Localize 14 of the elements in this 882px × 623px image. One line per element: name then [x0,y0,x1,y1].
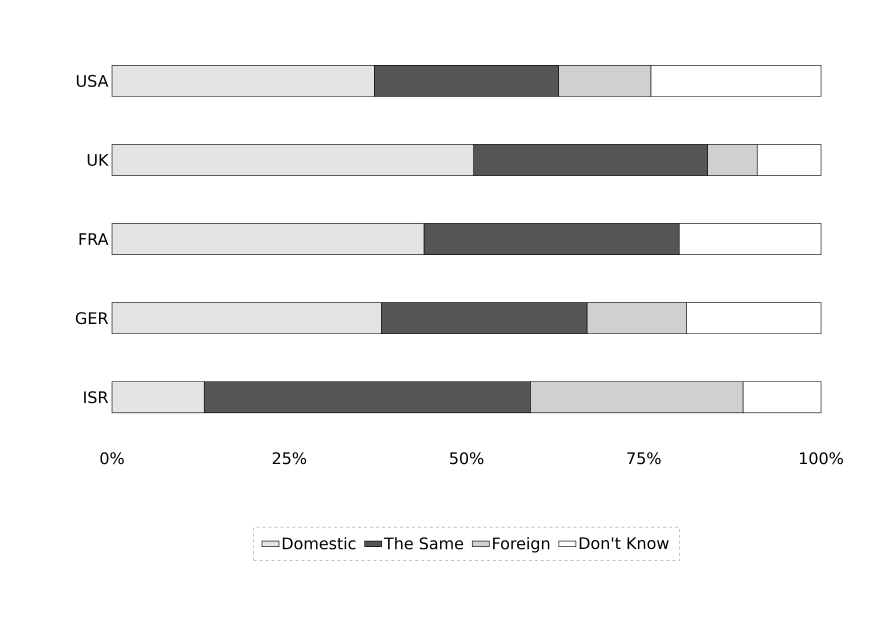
legend-label: Foreign [493,536,550,552]
x-tick-label: 50% [450,452,484,464]
x-tick-label: 100% [800,452,843,464]
x-tick-label: 75% [627,452,661,464]
y-tick-label: UK [88,154,109,166]
legend-label: Domestic [282,536,356,550]
y-tick-label: GER [76,312,108,324]
legend-label: The Same [384,536,464,550]
legend-label: Don't Know [580,537,669,550]
y-tick-label: ISR [84,391,108,404]
y-tick-label: USA [76,74,108,87]
x-tick-label: 0% [100,452,124,464]
y-tick-label: FRA [80,233,108,245]
x-tick-label: 25% [272,452,306,464]
